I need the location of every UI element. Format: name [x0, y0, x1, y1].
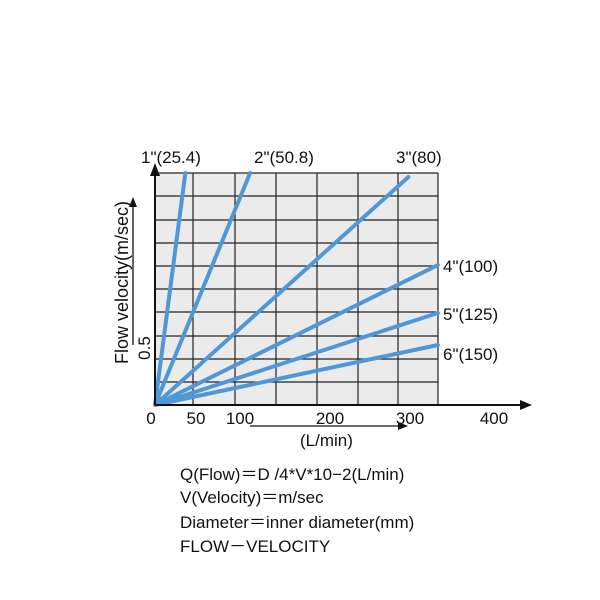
formula-flow: Q(Flow)＝D /4*V*10−2(L/min) [180, 465, 405, 484]
series-line [153, 311, 440, 407]
series-label: 6"(150) [443, 345, 498, 364]
x-tick-label: 300 [396, 409, 424, 428]
series-label: 3"(80) [396, 148, 442, 167]
series-label: 4"(100) [443, 257, 498, 276]
x-axis-arrow [520, 400, 532, 410]
y-axis-arrow [150, 163, 160, 176]
y-label-arrowhead [129, 197, 137, 207]
y-tick-label: 0.5 [135, 336, 154, 360]
x-tick-label: 400 [480, 409, 508, 428]
formula-title: FLOW－VELOCITY [180, 537, 331, 556]
series-label: 1"(25.4) [141, 148, 201, 167]
series-label: 5"(125) [443, 305, 498, 324]
x-axis-label: (L/min) [300, 431, 353, 450]
series-labels: 1"(25.4) 2"(50.8) 3"(80) 4"(100) 5"(125) 6"(1… [141, 148, 498, 364]
series-line [153, 175, 411, 407]
series-line [153, 171, 253, 407]
x-tick-label: 200 [316, 409, 344, 428]
x-tick-label: 100 [226, 409, 254, 428]
series-line [153, 343, 440, 407]
series-label: 2"(50.8) [254, 148, 314, 167]
x-tick-label: 0 [146, 409, 155, 428]
axes [129, 163, 532, 430]
series-line [153, 263, 440, 407]
series-lines [153, 171, 440, 407]
y-axis-label: Flow velocity(m/sec) [112, 201, 132, 364]
series-line [153, 171, 188, 407]
x-tick-label: 50 [187, 409, 206, 428]
tick-labels: 0 50 100 200 300 400 0.5 [135, 336, 508, 428]
formula-velocity: V(Velocity)＝m/sec [180, 488, 324, 507]
x-label-arrowhead [398, 422, 408, 430]
formula-diameter: Diameter＝inner diameter(mm) [180, 513, 415, 532]
